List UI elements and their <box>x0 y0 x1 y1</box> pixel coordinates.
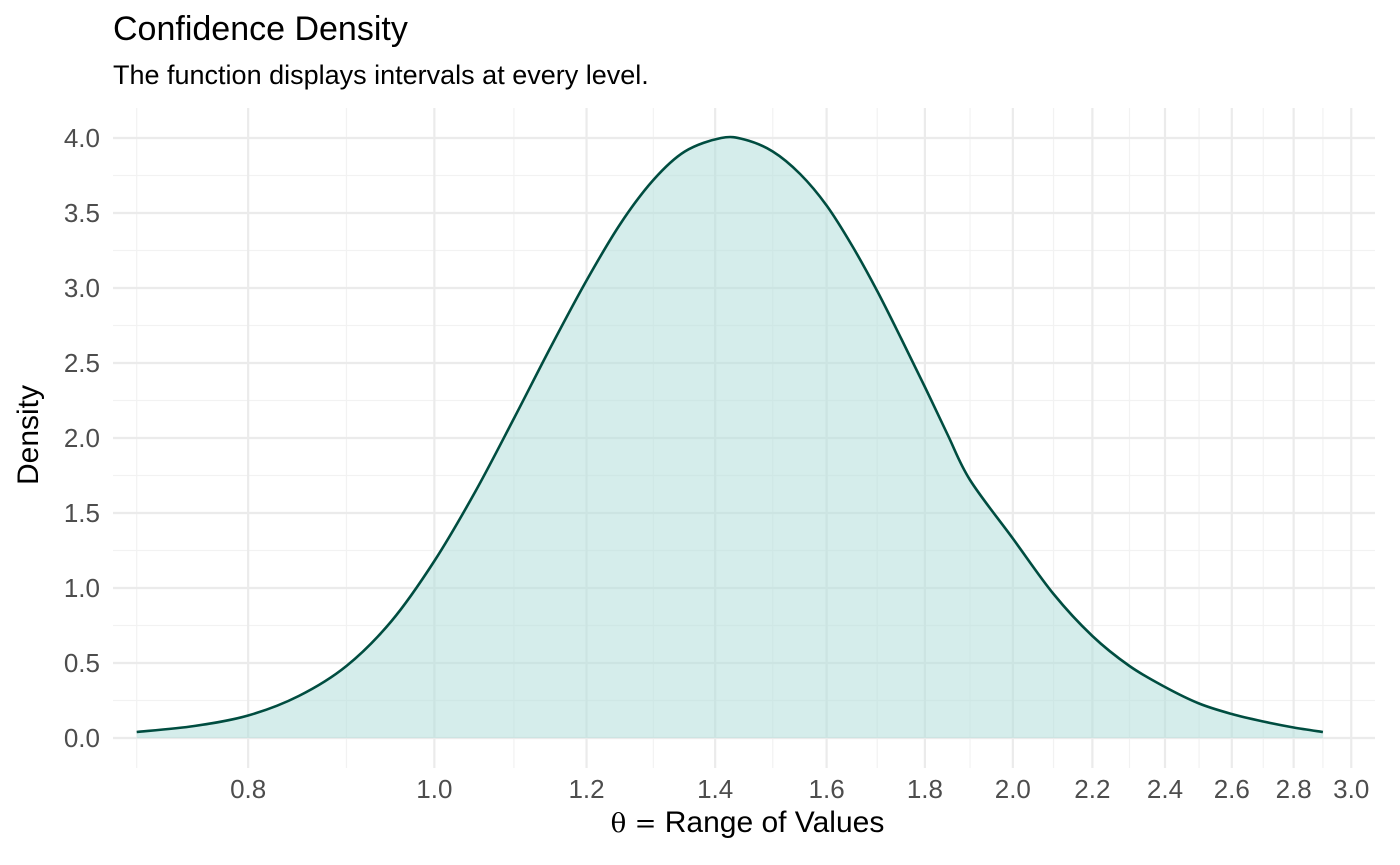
y-tick-label: 4.0 <box>64 123 100 153</box>
y-axis-ticks: 0.0 0.5 1.0 1.5 2.0 2.5 3.0 3.5 4.0 <box>64 123 100 753</box>
x-tick-label: 1.2 <box>568 774 604 804</box>
x-tick-label: 2.4 <box>1147 774 1183 804</box>
x-tick-label: 0.8 <box>230 774 266 804</box>
x-tick-label: 2.2 <box>1074 774 1110 804</box>
x-axis-label-text: Range of Values <box>664 806 885 839</box>
x-tick-label: 1.0 <box>416 774 452 804</box>
density-area <box>136 136 1323 738</box>
x-tick-label: 2.6 <box>1214 774 1250 804</box>
y-tick-label: 2.5 <box>64 348 100 378</box>
theta-symbol: θ = <box>610 809 657 839</box>
x-tick-label: 3.0 <box>1333 774 1369 804</box>
x-tick-label: 2.8 <box>1276 774 1312 804</box>
y-tick-label: 1.5 <box>64 498 100 528</box>
y-tick-label: 3.0 <box>64 273 100 303</box>
chart-title: Confidence Density <box>113 10 408 48</box>
y-tick-label: 2.0 <box>64 423 100 453</box>
x-tick-label: 2.0 <box>995 774 1031 804</box>
y-tick-label: 1.0 <box>64 573 100 603</box>
y-tick-label: 3.5 <box>64 198 100 228</box>
density-line <box>136 135 1324 734</box>
y-tick-label: 0.5 <box>64 648 100 678</box>
chart-subtitle: The function displays intervals at every… <box>113 60 649 90</box>
x-tick-label: 1.8 <box>907 774 943 804</box>
x-tick-label: 1.6 <box>809 774 845 804</box>
x-axis-ticks: 0.8 1.0 1.2 1.4 1.6 1.8 2.0 2.2 2.4 2.6 2.8 3.0 <box>230 774 1369 804</box>
y-tick-label: 0.0 <box>64 723 100 753</box>
x-tick-label: 1.4 <box>697 774 733 804</box>
y-axis-label: Density <box>12 384 45 486</box>
x-axis-label: θ = Range of Values <box>0 806 1400 840</box>
